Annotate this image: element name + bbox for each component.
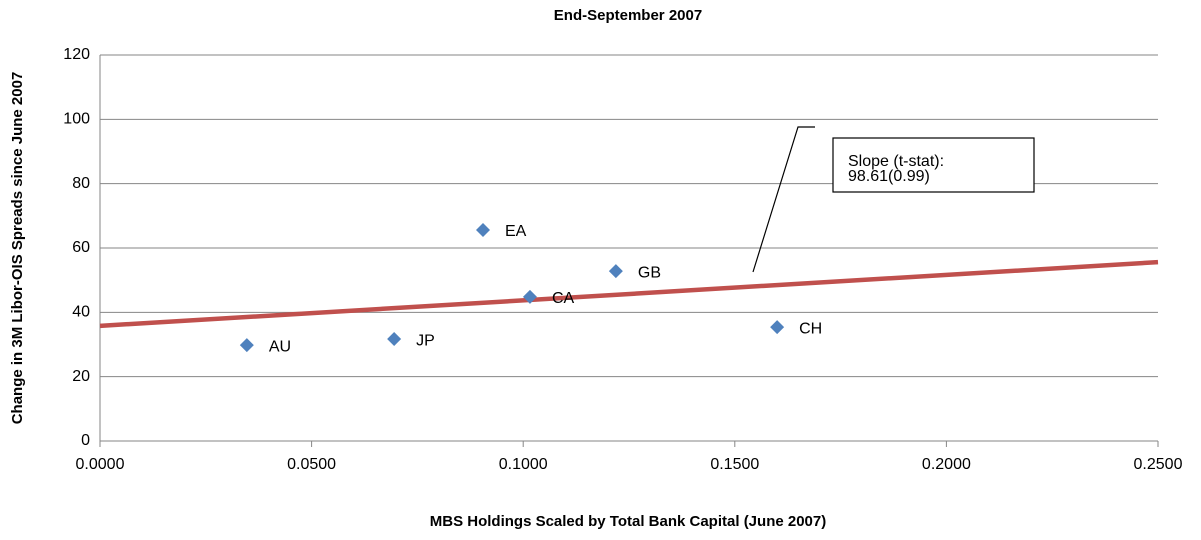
annotation: Slope (t-stat): xyxy=(848,153,944,170)
point xyxy=(522,289,537,304)
point xyxy=(387,332,402,347)
x-tick-label: 0.0000 xyxy=(76,456,125,473)
point xyxy=(608,264,623,279)
x-tick-label: 0.1500 xyxy=(710,456,759,473)
point xyxy=(770,320,785,335)
y-axis-label: Change in 3M Libor-OIS Spreads since Jun… xyxy=(9,72,26,425)
y-tick-label: 80 xyxy=(72,175,90,192)
trend-line xyxy=(99,259,1159,329)
point-label: CH xyxy=(799,320,822,337)
callout-box xyxy=(832,137,1035,193)
x-tick-label: 0.1000 xyxy=(499,456,548,473)
point-label: GB xyxy=(638,264,661,281)
point-label: EA xyxy=(505,223,527,240)
point-label: CA xyxy=(552,290,575,307)
y-tick-label: 120 xyxy=(63,46,90,63)
callout-leader xyxy=(752,126,815,273)
y-tick-label: 40 xyxy=(72,304,90,321)
y-tick-label: 20 xyxy=(72,368,90,385)
chart-title: End-September 2007 xyxy=(554,7,702,24)
point xyxy=(239,338,254,353)
point-label: JP xyxy=(416,332,435,349)
x-axis-label: MBS Holdings Scaled by Total Bank Capita… xyxy=(430,513,826,530)
y-tick-label: 60 xyxy=(72,239,90,256)
x-tick-label: 0.0500 xyxy=(287,456,336,473)
x-tick-label: 0.2000 xyxy=(922,456,971,473)
point-label: AU xyxy=(269,338,291,355)
x-tick-label: 0.2500 xyxy=(1134,456,1183,473)
point xyxy=(475,222,490,237)
y-tick-label: 100 xyxy=(63,111,90,128)
annotation: 98.61(0.99) xyxy=(848,168,930,185)
y-tick-label: 0 xyxy=(81,432,90,449)
